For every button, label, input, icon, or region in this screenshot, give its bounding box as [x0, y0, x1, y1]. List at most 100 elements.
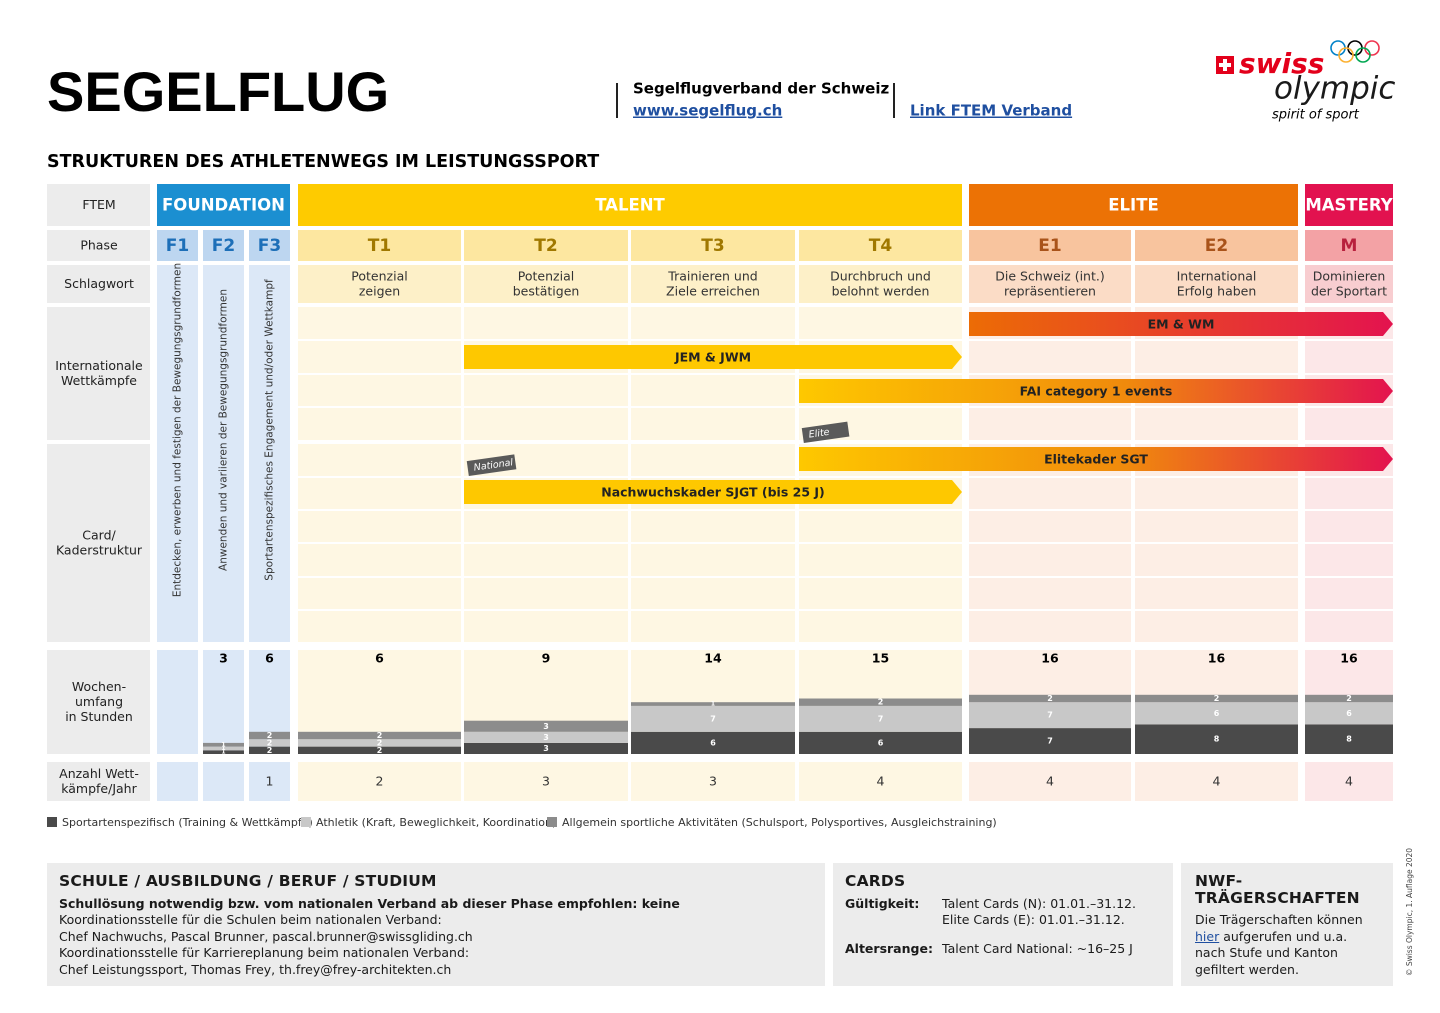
hours-segment-label: 2	[377, 731, 383, 740]
hours-cell	[157, 650, 198, 754]
keyword: Potenzial zeigen	[351, 268, 407, 298]
hours-segment-label: 3	[543, 744, 549, 753]
phase-code: E2	[1205, 236, 1228, 256]
row-label-cell	[47, 230, 150, 261]
row-label: FTEM	[82, 197, 115, 212]
hours-segment	[969, 702, 1131, 729]
nwf-link[interactable]: hier	[1195, 928, 1220, 944]
age-label: Altersrange:	[845, 940, 933, 956]
hours-segment	[464, 742, 628, 754]
phase-cell	[203, 230, 244, 261]
hours-segment	[203, 750, 244, 754]
hours-segment	[969, 694, 1131, 703]
keyword: International Erfolg haben	[1177, 268, 1257, 298]
card-bar	[799, 447, 1393, 471]
school-line: Koordinationsstelle für Karriereplanung …	[59, 945, 470, 960]
keyword-line: bestätigen	[513, 283, 580, 298]
card-tag-bg	[801, 421, 850, 443]
competitions-cell	[1135, 762, 1298, 801]
hours-segment	[249, 731, 290, 740]
row-label: Anzahl Wett-kämpfe/Jahr	[59, 766, 139, 796]
row-label-line: Wettkämpfe	[61, 373, 137, 388]
competitions-value: 2	[376, 774, 384, 789]
row-label-line: kämpfe/Jahr	[61, 781, 137, 796]
hours-segment-label: 2	[878, 698, 884, 707]
hours-segment-label: 7	[878, 714, 884, 723]
keyword-line: Erfolg haben	[1177, 283, 1257, 298]
card-tag: National	[466, 454, 517, 476]
keyword-line: Ziele erreichen	[666, 283, 760, 298]
competitions-cell	[631, 762, 795, 801]
website-link[interactable]: www.segelflug.ch	[633, 102, 782, 120]
hours-segment	[464, 720, 628, 732]
page-title: SEGELFLUG	[47, 60, 389, 123]
competitions-cell	[203, 762, 244, 801]
phase-code: F2	[212, 236, 235, 256]
hours-total: 6	[375, 651, 384, 666]
row-label-line: Anzahl Wett-	[59, 766, 139, 781]
phase-cell	[1305, 230, 1393, 261]
hours-segment-label: 2	[1346, 694, 1352, 703]
row-label: Internationale Wettkämpfe	[55, 358, 143, 388]
phase-cell	[298, 230, 461, 261]
cards-box: CARDS Gültigkeit: Talent Cards (N): 01.0…	[833, 863, 1173, 986]
competitions-cell	[464, 762, 628, 801]
legend-swatch	[301, 817, 311, 827]
competitions-cell	[249, 762, 290, 801]
row-label-cell	[47, 307, 150, 440]
keyword-cell	[799, 265, 962, 303]
phase-cell	[799, 230, 962, 261]
competitions-value: 1	[266, 774, 274, 789]
olympic-rings	[1330, 40, 1380, 63]
keyword-line: der Sportart	[1311, 283, 1387, 298]
hours-total: 15	[872, 651, 889, 666]
stage-header	[969, 184, 1298, 226]
legend-swatch	[47, 817, 57, 827]
keyword: Durchbruch und belohnt werden	[830, 268, 931, 298]
ftem-link[interactable]: Link FTEM Verband	[910, 102, 1072, 120]
keyword-vertical: Anwenden und variieren der Bewegungsgrun…	[218, 289, 230, 571]
hours-segment	[1305, 702, 1393, 725]
row-label: Card/Kaderstruktur	[56, 527, 143, 557]
nwf-text-after: aufgerufen und u.a. nach Stufe und Kanto…	[1195, 928, 1348, 977]
hours-segment-label: 2	[267, 731, 273, 740]
competitions-cell	[1305, 762, 1393, 801]
phase-cell	[464, 230, 628, 261]
hours-segment-label: 2	[1214, 694, 1220, 703]
school-box: SCHULE / AUSBILDUNG / BERUF / STUDIUM Sc…	[47, 863, 825, 986]
competition-bar-label: EM & WM	[1148, 317, 1215, 332]
hours-segment	[631, 731, 795, 754]
hours-total: 16	[1340, 651, 1358, 666]
phase-cell	[157, 230, 198, 261]
hours-cell	[203, 650, 244, 754]
hours-segment	[203, 746, 244, 751]
keyword-cell	[1305, 265, 1393, 303]
row-label-line: Wochen-	[72, 679, 126, 694]
keyword-vertical: Sportartenspezifisches Engagement und/od…	[264, 279, 276, 581]
hours-segment-label: 3	[543, 733, 549, 742]
row-label-line: Kaderstruktur	[56, 542, 143, 557]
hours-segment	[1135, 724, 1298, 754]
hours-segment	[298, 746, 461, 754]
hours-total: 14	[704, 651, 722, 666]
hours-segment-label: 7	[1047, 737, 1053, 746]
competitions-value: 3	[709, 774, 717, 789]
hours-segment	[1135, 702, 1298, 725]
hours-segment	[1305, 694, 1393, 703]
hours-segment-label: 2	[267, 738, 273, 747]
competitions-value: 4	[1345, 774, 1353, 789]
keyword-line: zeigen	[359, 283, 400, 298]
hours-segment-label: 2	[267, 746, 273, 755]
cards-title: CARDS	[845, 872, 906, 890]
association: Segelflugverband der Schweiz	[633, 80, 889, 98]
school-line: Koordinationsstelle für die Schulen beim…	[59, 912, 442, 927]
phase-code: T2	[534, 236, 557, 256]
school-line: Schullösung notwendig bzw. vom nationale…	[59, 895, 680, 911]
legend-label: Athletik (Kraft, Beweglichkeit, Koordina…	[316, 816, 556, 829]
keyword-line: Potenzial	[351, 268, 407, 283]
stage-header	[298, 184, 962, 226]
logo: swiss olympic spirit of sport	[1216, 40, 1395, 123]
foundation-body	[203, 265, 244, 642]
card-bar	[464, 480, 962, 504]
